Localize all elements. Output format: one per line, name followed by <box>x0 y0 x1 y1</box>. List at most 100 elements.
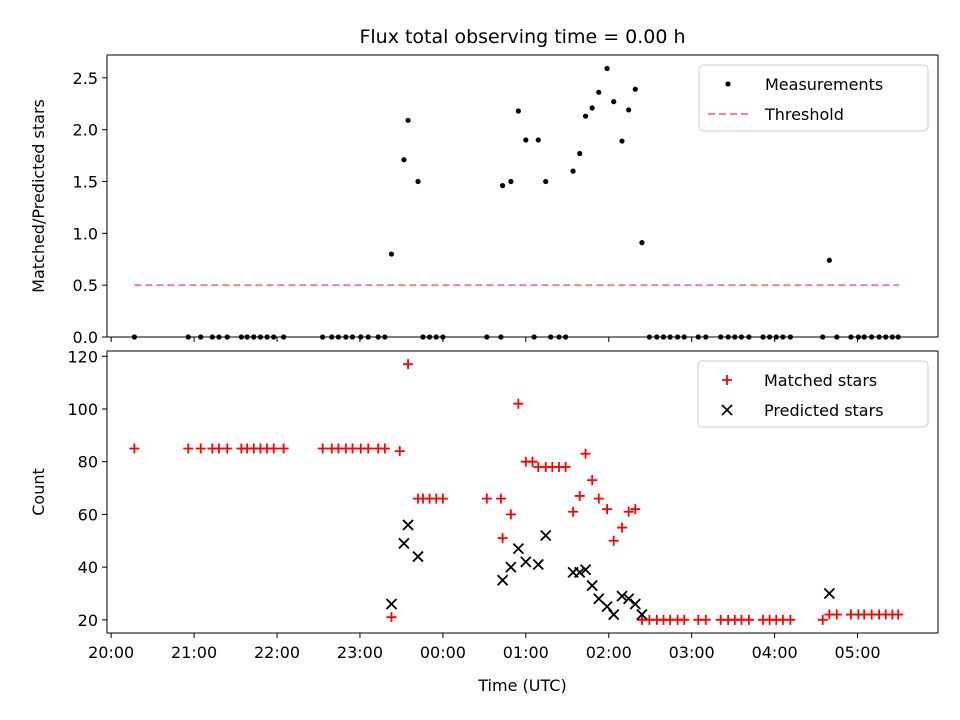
matched-star-marker <box>481 493 492 504</box>
x-axis-label: Time (UTC) <box>477 676 566 695</box>
y-tick-label: 1.5 <box>73 172 98 191</box>
matched-star-marker <box>623 506 634 517</box>
matched-star-marker <box>513 398 524 409</box>
x-tick-label: 20:00 <box>88 643 134 662</box>
x-tick-label: 05:00 <box>834 643 880 662</box>
legend-label: Predicted stars <box>764 401 884 420</box>
legend-marker-matched <box>722 375 732 385</box>
matched-star-marker <box>580 448 591 459</box>
predicted-star-marker <box>398 537 410 550</box>
matched-star-marker <box>574 490 585 501</box>
measurement-point <box>415 178 421 185</box>
axes-frame <box>106 54 939 338</box>
y-tick-label: 2.0 <box>73 121 98 140</box>
measurement-point <box>596 89 602 95</box>
predicted-star-marker <box>579 564 592 576</box>
matched-star-marker <box>602 504 613 515</box>
y-axis-label: Count <box>29 468 48 516</box>
y-tick-label: 20 <box>78 611 98 630</box>
matched-star-marker <box>495 493 506 504</box>
predicted-star-marker <box>412 550 424 563</box>
legend-label: Measurements <box>765 75 883 94</box>
legend-marker-measurements <box>725 81 731 87</box>
y-axis-label: Matched/Predicted stars <box>29 99 48 293</box>
legend-label: Matched stars <box>764 371 877 390</box>
matched-star-marker <box>560 461 571 472</box>
y-tick-label: 1.0 <box>73 224 98 243</box>
matched-star-marker <box>831 609 842 620</box>
matched-star-marker <box>593 493 604 504</box>
matched-star-marker <box>394 446 405 457</box>
x-tick-label: 03:00 <box>669 643 715 662</box>
matched-star-marker <box>630 504 641 515</box>
y-tick-label: 2.5 <box>73 69 98 88</box>
chart-title: Flux total observing time = 0.00 h <box>359 26 685 48</box>
predicted-star-marker <box>623 593 635 605</box>
y-tick-label: 100 <box>67 400 98 419</box>
predicted-star-marker <box>385 598 398 610</box>
measurement-point <box>589 105 595 111</box>
x-tick-label: 22:00 <box>254 643 300 662</box>
measurement-point <box>508 178 514 185</box>
series-predicted-stars <box>385 519 835 621</box>
predicted-star-marker <box>586 579 598 592</box>
measurement-point <box>611 99 617 105</box>
legend: Measurements Threshold <box>698 64 929 132</box>
axes-frame <box>106 350 939 634</box>
matched-star-marker <box>679 614 690 625</box>
matched-star-marker <box>363 443 374 454</box>
predicted-star-marker <box>496 574 509 586</box>
predicted-star-marker <box>823 587 835 600</box>
matched-star-marker <box>743 614 754 625</box>
measurement-point <box>577 150 583 157</box>
legend-label: Threshold <box>764 105 844 124</box>
x-tick-label: 00:00 <box>420 643 466 662</box>
matched-star-marker <box>379 443 390 454</box>
y-tick-label: 40 <box>78 558 98 577</box>
matched-star-marker <box>278 443 289 454</box>
measurement-point <box>523 137 529 143</box>
matched-star-marker <box>195 443 206 454</box>
measurement-point <box>604 65 610 72</box>
x-tick-label: 02:00 <box>586 643 632 662</box>
measurement-point <box>826 257 832 263</box>
series-matched-stars <box>129 359 904 625</box>
measurement-point <box>405 117 411 123</box>
measurement-point <box>401 157 407 163</box>
top-axes: 0.0 0.5 1.0 1.5 2.0 2.5 Flux total observing t… <box>29 26 939 347</box>
matched-star-marker <box>386 612 397 623</box>
matched-star-marker <box>317 443 328 454</box>
y-tick-label: 0.5 <box>73 276 98 295</box>
x-tick-label: 04:00 <box>752 643 798 662</box>
predicted-star-marker <box>616 590 628 602</box>
matched-star-marker <box>817 614 828 625</box>
measurement-point <box>619 138 625 144</box>
legend: Matched stars Predicted stars <box>697 360 929 428</box>
matched-star-marker <box>222 443 233 454</box>
predicted-star-marker <box>505 561 517 573</box>
matched-star-marker <box>403 359 414 370</box>
matched-star-marker <box>505 509 516 520</box>
matched-star-marker <box>700 614 711 625</box>
predicted-star-marker <box>402 519 414 531</box>
y-tick-label: 0.0 <box>73 328 98 347</box>
matched-star-marker <box>437 493 448 504</box>
measurement-point <box>626 107 632 113</box>
measurement-point <box>388 251 395 257</box>
predicted-star-marker <box>574 566 586 579</box>
matched-star-marker <box>893 609 904 620</box>
matched-star-marker <box>268 443 279 454</box>
measurement-point <box>582 113 589 119</box>
predicted-star-marker <box>636 608 648 621</box>
y-tick-label: 60 <box>78 505 98 524</box>
predicted-star-marker <box>520 556 532 568</box>
x-tick-label: 23:00 <box>337 643 383 662</box>
predicted-star-marker <box>540 529 552 542</box>
predicted-star-marker <box>532 558 544 571</box>
matched-star-marker <box>497 533 508 544</box>
measurement-point <box>499 183 506 189</box>
measurement-point <box>632 86 638 92</box>
predicted-star-marker <box>512 543 524 555</box>
y-tick-label: 120 <box>67 347 98 366</box>
